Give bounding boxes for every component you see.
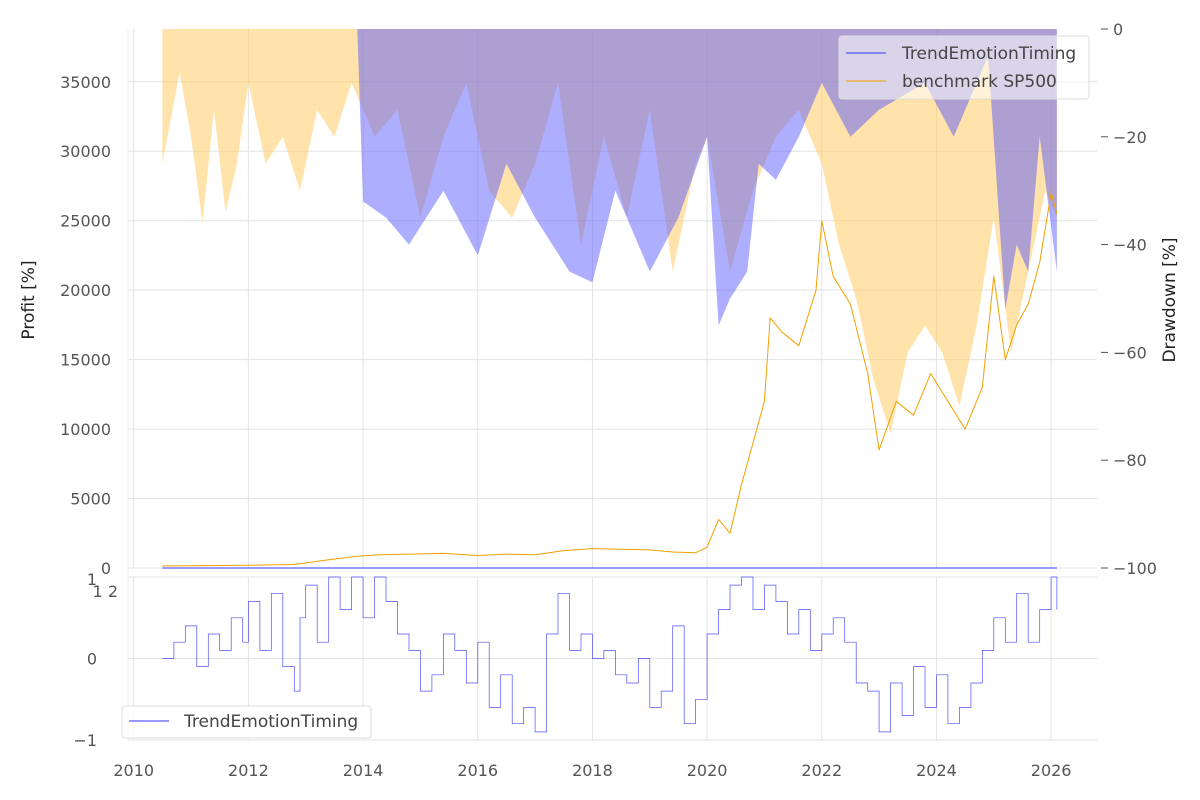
drawdown-tick-label-1: −20 <box>1113 128 1147 147</box>
profit-tick-label-0: 0 <box>101 559 111 578</box>
legend-top-box <box>838 35 1090 100</box>
profit-tick-label-7: 35000 <box>60 73 111 92</box>
signal-tick-label-0: −1 <box>73 731 97 750</box>
tick-label-layer: 0 5000 10000 15000 20000 25000 30000 35000 0 −20 −… <box>60 20 1157 780</box>
legend-bottom[interactable]: TrendEmotionTiming <box>121 705 372 739</box>
drawdown-tick-label-4: −80 <box>1113 451 1147 470</box>
signal-top-tick-overlap: 1 2 <box>93 582 118 601</box>
drawdown-axis-title: Drawdown [%] <box>1160 237 1180 362</box>
drawdown-tick-label-5: −100 <box>1113 559 1157 578</box>
legend-top[interactable]: TrendEmotionTiming benchmark SP500 <box>838 35 1090 100</box>
series-line-layer <box>162 192 1058 733</box>
benchmark-drawdown-area <box>162 29 1057 434</box>
year-tick-label-1: 2012 <box>228 761 269 780</box>
legend-signal-label: TrendEmotionTiming <box>183 712 358 732</box>
benchmark-profit-line <box>162 192 1058 567</box>
drawdown-tick-label-0: 0 <box>1113 20 1123 39</box>
year-tick-label-5: 2020 <box>687 761 728 780</box>
year-tick-label-2: 2014 <box>343 761 384 780</box>
year-tick-label-4: 2018 <box>572 761 613 780</box>
year-tick-label-6: 2022 <box>801 761 842 780</box>
legend-benchmark-label: benchmark SP500 <box>902 72 1057 92</box>
signal-step-line <box>162 576 1058 733</box>
year-tick-label-7: 2024 <box>916 761 957 780</box>
legend-strategy-label: TrendEmotionTiming <box>901 44 1076 64</box>
year-tick-label-3: 2016 <box>457 761 498 780</box>
strategy-drawdown-area <box>162 29 1057 326</box>
profit-tick-label-2: 10000 <box>60 420 111 439</box>
profit-axis-title: Profit [%] <box>19 260 39 339</box>
profit-tick-label-4: 20000 <box>60 281 111 300</box>
legend-bottom-box <box>121 705 372 739</box>
profit-tick-label-6: 30000 <box>60 142 111 161</box>
profit-tick-label-5: 25000 <box>60 212 111 231</box>
signal-tick-label-2: 1 <box>87 570 97 589</box>
signal-tick-label-1: 0 <box>87 650 97 669</box>
profit-tick-label-1: 5000 <box>70 490 111 509</box>
profit-tick-label-3: 15000 <box>60 351 111 370</box>
year-tick-label-8: 2026 <box>1031 761 1072 780</box>
drawdown-fill-layer <box>162 29 1057 434</box>
drawdown-tick-label-3: −60 <box>1113 343 1147 362</box>
drawdown-tick-label-2: −40 <box>1113 236 1147 255</box>
year-tick-label-0: 2010 <box>113 761 154 780</box>
